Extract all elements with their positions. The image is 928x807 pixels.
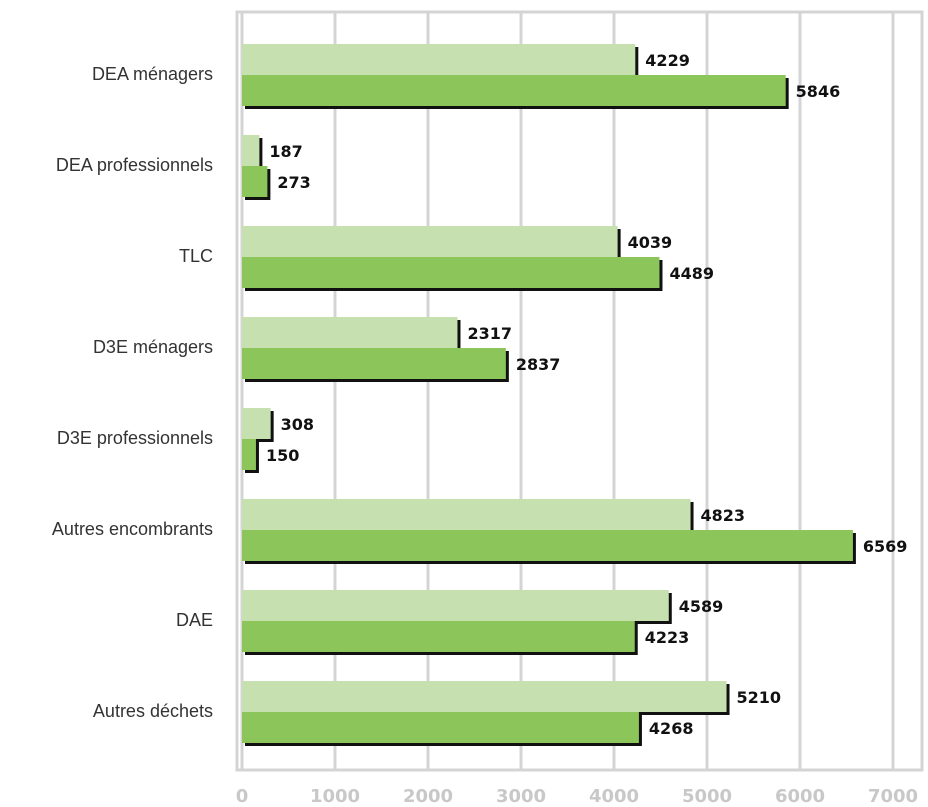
data-label: 4268 [649,719,694,738]
x-tick-label: 2000 [403,786,453,807]
data-label: 4039 [628,233,673,252]
x-tick-label: 5000 [682,786,732,807]
bar [242,348,506,379]
y-tick-label: Autres déchets [93,701,213,721]
bar [242,530,853,561]
x-tick-label: 1000 [310,786,360,807]
x-tick-label: 0 [236,786,249,807]
data-label: 273 [277,173,310,192]
bar [242,681,727,712]
data-label: 5846 [796,82,841,101]
y-tick-label: TLC [179,246,213,266]
bar [242,590,669,621]
bar [242,439,256,470]
data-label: 308 [281,415,314,434]
y-tick-label: Autres encombrants [52,519,213,539]
data-label: 4223 [645,628,690,647]
data-label: 4823 [701,506,746,525]
x-tick-label: 4000 [589,786,639,807]
plot-frame [235,10,924,772]
bar [242,499,691,530]
data-label: 5210 [737,688,782,707]
bar [242,257,660,288]
y-tick-label: DEA ménagers [92,64,213,84]
y-tick-label: D3E ménagers [93,337,213,357]
y-tick-label: DEA professionnels [56,155,213,175]
data-label: 4489 [669,264,714,283]
x-tick-label: 6000 [775,786,825,807]
bar [242,44,636,75]
y-tick-label: DAE [176,610,213,630]
bar [242,135,260,166]
bar [242,75,786,106]
data-label: 4589 [679,597,724,616]
data-label: 187 [269,142,302,161]
data-label: 2317 [467,324,512,343]
y-tick-label: D3E professionnels [57,428,213,448]
bar [242,712,639,743]
data-label: 150 [266,446,299,465]
bar [242,621,635,652]
bar [242,317,458,348]
data-label: 4229 [645,51,690,70]
bar [242,408,271,439]
x-tick-label: 7000 [868,786,918,807]
bar [242,166,268,197]
data-label: 2837 [516,355,561,374]
data-label: 6569 [863,537,908,556]
x-tick-label: 3000 [496,786,546,807]
bar [242,226,618,257]
